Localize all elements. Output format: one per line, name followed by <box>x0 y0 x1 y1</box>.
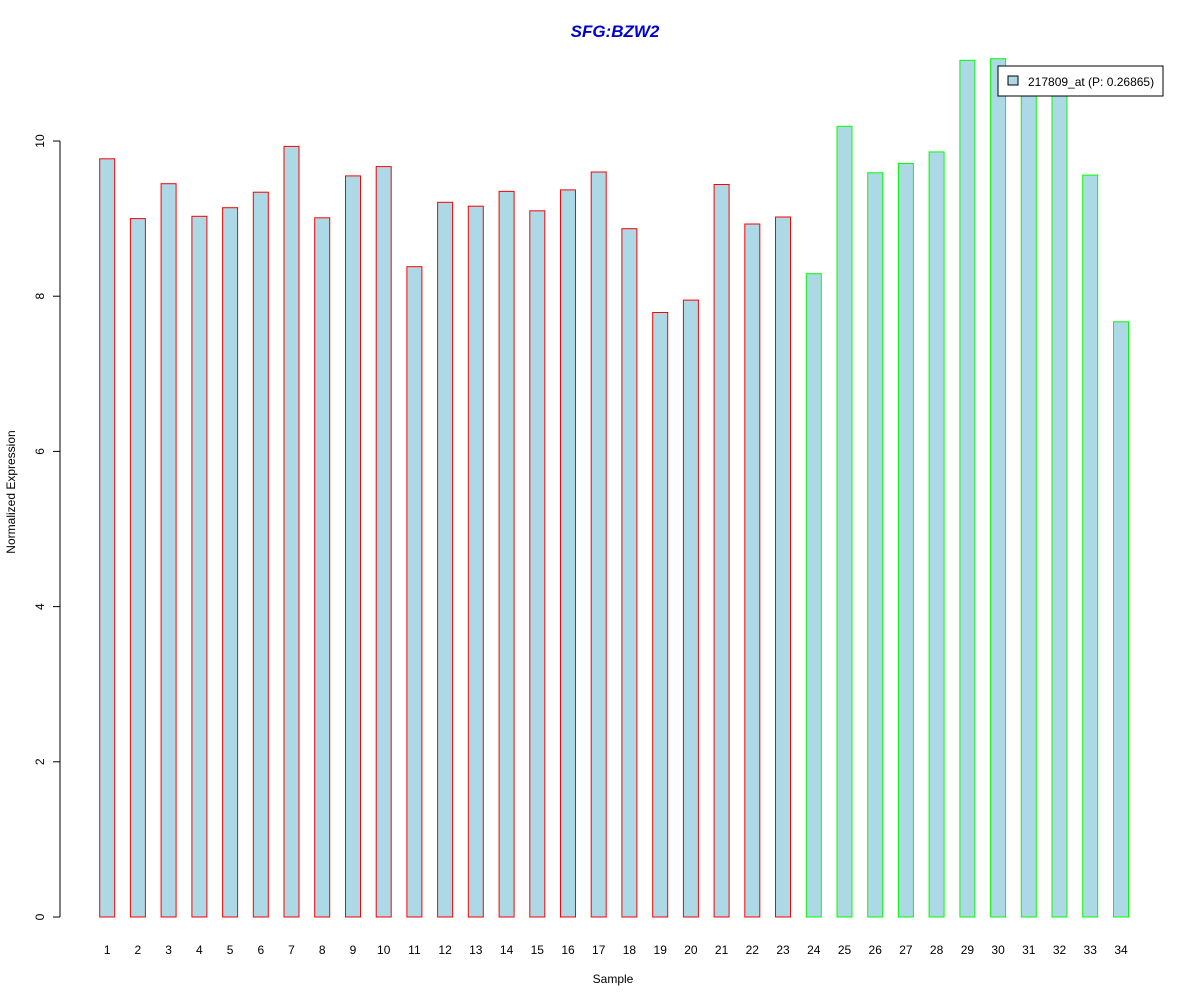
x-tick-label: 20 <box>684 943 698 957</box>
bar-sample-15 <box>529 210 546 918</box>
x-tick-label: 30 <box>991 943 1005 957</box>
bar-sample-31 <box>1020 91 1037 918</box>
bar-sample-2 <box>129 218 146 918</box>
x-tick-label: 9 <box>350 943 357 957</box>
bar-sample-14 <box>498 190 515 918</box>
bar-sample-22 <box>744 223 761 918</box>
bar-sample-30 <box>990 58 1007 918</box>
bar-sample-7 <box>283 145 300 918</box>
x-tick-label: 29 <box>961 943 975 957</box>
bar-sample-21 <box>713 184 730 918</box>
x-tick-label: 26 <box>869 943 883 957</box>
x-tick-label: 10 <box>377 943 391 957</box>
bar-sample-19 <box>652 312 669 918</box>
x-tick-label: 18 <box>623 943 637 957</box>
x-tick-label: 5 <box>227 943 234 957</box>
bar-sample-24 <box>805 273 822 918</box>
y-tick-label: 4 <box>33 603 47 610</box>
bar-sample-1 <box>99 158 116 918</box>
x-tick-label: 21 <box>715 943 729 957</box>
y-tick-label: 2 <box>33 758 47 765</box>
legend-box <box>997 65 1164 97</box>
bar-sample-32 <box>1051 85 1068 918</box>
x-tick-label: 28 <box>930 943 944 957</box>
x-tick-label: 27 <box>899 943 913 957</box>
bar-sample-27 <box>897 163 914 918</box>
bar-sample-33 <box>1082 174 1099 918</box>
x-tick-label: 2 <box>135 943 142 957</box>
x-tick-label: 19 <box>654 943 668 957</box>
x-tick-label: 7 <box>288 943 295 957</box>
bar-sample-28 <box>928 151 945 918</box>
y-tick-label: 10 <box>33 134 47 148</box>
bar-sample-10 <box>375 166 392 918</box>
bar-sample-16 <box>560 189 576 918</box>
x-tick-label: 32 <box>1053 943 1067 957</box>
x-tick-label: 31 <box>1022 943 1036 957</box>
x-tick-label: 8 <box>319 943 326 957</box>
bar-sample-5 <box>222 207 239 918</box>
x-tick-labels: 1 2 3 4 5 6 7 8 9 10 11 12 13 14 15 16 17 18 19 20 21 22 23 24 2… <box>104 943 1128 957</box>
bar-sample-18 <box>621 228 638 918</box>
y-axis-label: Normalized Expression <box>4 430 18 553</box>
x-tick-label: 16 <box>561 943 575 957</box>
x-tick-label: 14 <box>500 943 514 957</box>
bar-sample-6 <box>252 191 269 918</box>
x-tick-label: 12 <box>438 943 452 957</box>
x-tick-label: 6 <box>257 943 264 957</box>
legend: 217809_at (P: 0.26865) <box>997 65 1164 97</box>
bar-sample-11 <box>406 266 423 918</box>
bar-sample-25 <box>836 125 853 918</box>
bar-sample-26 <box>867 172 884 918</box>
legend-swatch <box>1007 75 1019 86</box>
x-tick-label: 22 <box>746 943 760 957</box>
x-tick-label: 13 <box>469 943 483 957</box>
bar-sample-34 <box>1113 321 1129 918</box>
x-tick-label: 11 <box>408 943 421 957</box>
bars <box>99 58 1129 918</box>
bar-sample-13 <box>467 205 484 918</box>
x-tick-label: 25 <box>838 943 852 957</box>
x-axis-label: Sample <box>593 972 634 986</box>
x-tick-label: 17 <box>592 943 606 957</box>
y-axis: 0 2 4 6 8 10 <box>33 134 61 920</box>
bar-sample-12 <box>437 201 454 918</box>
bar-sample-17 <box>590 171 607 918</box>
x-tick-label: 24 <box>807 943 821 957</box>
x-tick-label: 1 <box>104 943 111 957</box>
x-tick-label: 23 <box>776 943 790 957</box>
x-tick-label: 3 <box>165 943 172 957</box>
bar-sample-9 <box>345 175 361 918</box>
x-tick-label: 15 <box>531 943 545 957</box>
bar-sample-4 <box>191 215 208 918</box>
bar-sample-23 <box>775 216 791 918</box>
y-tick-label: 0 <box>33 913 47 920</box>
x-tick-label: 4 <box>196 943 203 957</box>
bar-sample-3 <box>160 183 177 918</box>
legend-label: 217809_at (P: 0.26865) <box>1028 75 1154 89</box>
y-tick-label: 8 <box>33 293 47 300</box>
x-tick-label: 33 <box>1084 943 1098 957</box>
y-tick-label: 6 <box>33 448 47 455</box>
bar-sample-29 <box>959 59 976 918</box>
x-tick-label: 34 <box>1114 943 1128 957</box>
bar-sample-8 <box>314 217 331 918</box>
chart-title: SFG:BZW2 <box>571 22 660 41</box>
bar-sample-20 <box>682 299 699 918</box>
